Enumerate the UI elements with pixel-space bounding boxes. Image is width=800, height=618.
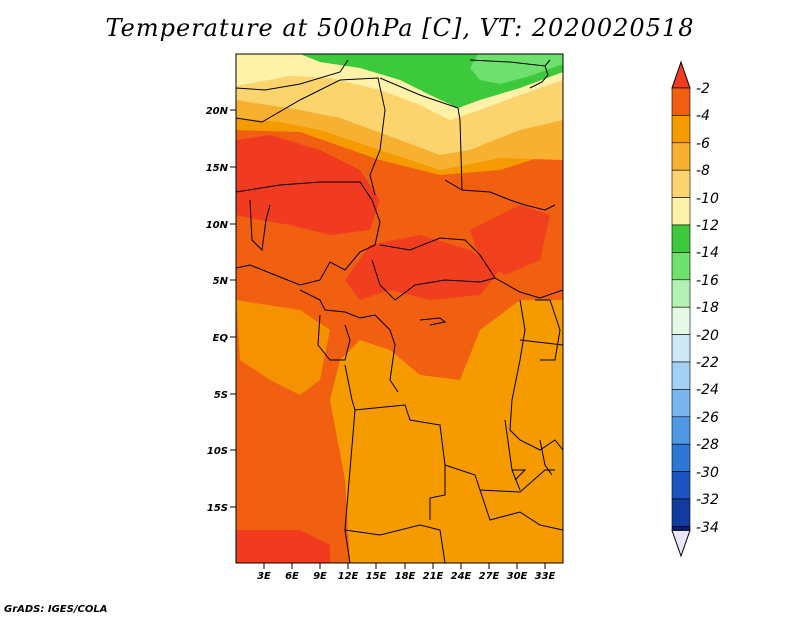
border-line (479, 489, 563, 531)
colorbar-label: -24 (696, 382, 719, 398)
border-line (371, 259, 496, 301)
lat-label-15n: 15N (206, 163, 229, 174)
colorbar-swatch (671, 115, 691, 144)
border-line (236, 77, 386, 196)
credit-text: GrADS: IGES/COLA (4, 604, 108, 615)
field-band-south-atlantic (236, 420, 345, 563)
colorbar-label: -30 (696, 465, 719, 481)
colorbar-swatch (671, 306, 691, 335)
colorbar-swatch (671, 252, 691, 281)
lat-label-5n: 5N (213, 276, 229, 287)
border-line (317, 314, 351, 361)
colorbar-swatch (671, 498, 691, 527)
colorbar-label: -32 (696, 492, 719, 508)
field-band-minus2-sudan (470, 205, 550, 275)
map-frame (235, 53, 564, 564)
colorbar-label: -14 (696, 245, 719, 261)
border-line (535, 299, 561, 361)
lon-label-6e: 6E (285, 571, 299, 582)
colorbar-bottom-arrow (671, 529, 691, 558)
colorbar-label: -26 (696, 410, 719, 426)
colorbar-label: -18 (696, 300, 719, 316)
colorbar-swatch (671, 279, 691, 308)
lon-label-30e: 30E (507, 571, 528, 582)
lake-outline (539, 439, 553, 476)
colorbar-swatch (671, 389, 691, 418)
field-band-minus6-plume (236, 300, 330, 395)
lon-label-15e: 15E (366, 571, 387, 582)
lon-label-12e: 12E (338, 571, 359, 582)
temperature-field (236, 54, 563, 563)
lon-label-24e: 24E (451, 571, 472, 582)
colorbar-label: -10 (696, 191, 719, 207)
colorbar-swatch (671, 87, 691, 116)
colorbar-label: -16 (696, 273, 719, 289)
colorbar-label: -4 (696, 108, 710, 124)
lon-label-33e: 33E (535, 571, 556, 582)
latitude-axis: 20N 15N 10N 5N EQ 5S 10S 15S (206, 106, 236, 514)
lon-label-21e: 21E (423, 571, 444, 582)
border-line (344, 364, 555, 493)
colorbar-label: -2 (696, 81, 710, 97)
chart-title: Temperature at 500hPa [C], VT: 202002051… (105, 14, 695, 42)
longitude-axis: 3E 6E 9E 12E 15E 18E 21E 24E 27E 30E 33E (257, 563, 556, 582)
border-line (519, 339, 563, 346)
colorbar-swatch (671, 169, 691, 198)
border-line (249, 199, 271, 252)
colorbar-swatch (671, 197, 691, 226)
border-line (429, 465, 446, 520)
colorbar-swatch (671, 224, 691, 253)
lake-outline (419, 317, 447, 326)
colorbar-swatch (671, 361, 691, 390)
field-band-minus2-car (345, 235, 500, 300)
colorbar-swatch (671, 334, 691, 363)
border-line (299, 289, 399, 393)
lat-label-5s: 5S (214, 390, 228, 401)
colorbar-label: -6 (696, 136, 710, 152)
lon-label-3e: 3E (257, 571, 271, 582)
colorbar-label: -22 (696, 355, 719, 371)
lon-label-18e: 18E (395, 571, 416, 582)
colorbar: -2 -4 -6 -8 -10 -12 -14 -16 -18 -20 -22 … (671, 60, 719, 558)
colorbar-label: -34 (696, 520, 719, 536)
border-line (344, 409, 356, 563)
colorbar-swatch (671, 443, 691, 472)
colorbar-label: -12 (696, 218, 719, 234)
country-borders (236, 59, 563, 563)
colorbar-label: -28 (696, 437, 719, 453)
border-line (236, 181, 381, 286)
border-line (379, 237, 563, 299)
lat-label-15s: 15S (207, 503, 228, 514)
lon-label-9e: 9E (313, 571, 327, 582)
lon-label-27e: 27E (479, 571, 500, 582)
lat-label-10s: 10S (207, 446, 228, 457)
lat-label-eq: EQ (213, 333, 229, 344)
field-band-minus2-south (236, 530, 330, 563)
colorbar-top-arrow (671, 60, 691, 89)
border-line (469, 59, 551, 67)
colorbar-label: -8 (696, 163, 710, 179)
lat-label-20n: 20N (206, 106, 229, 117)
border-line (379, 77, 463, 191)
border-line (461, 189, 556, 211)
colorbar-swatch (671, 471, 691, 500)
colorbar-label: -20 (696, 328, 719, 344)
border-line (529, 65, 549, 89)
border-line (344, 524, 446, 563)
field-band-minus2-sahel (236, 135, 380, 235)
border-line (236, 59, 349, 91)
colorbar-swatch (671, 416, 691, 445)
lat-label-10n: 10N (206, 220, 229, 231)
colorbar-swatch (671, 142, 691, 171)
colorbar-swatch (671, 526, 691, 531)
lake-outline (512, 469, 527, 481)
